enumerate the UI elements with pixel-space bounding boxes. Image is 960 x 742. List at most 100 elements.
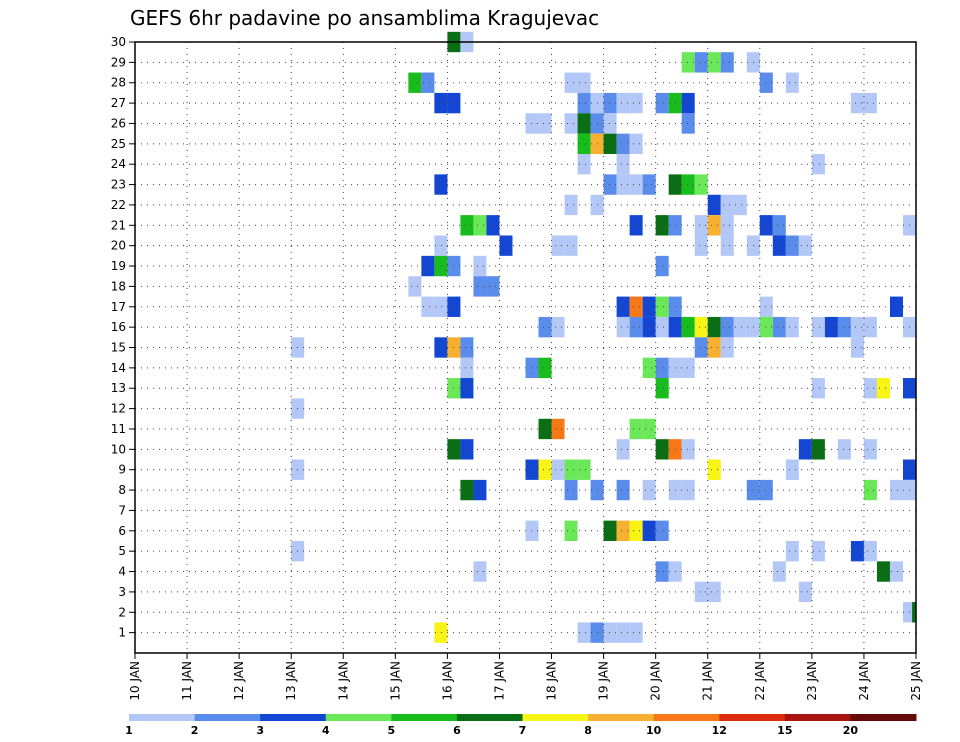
heatmap-cell <box>616 622 630 643</box>
heatmap-cell <box>629 520 643 541</box>
heatmap-cell <box>694 52 708 73</box>
colorbar-swatch <box>456 714 523 721</box>
heatmap-cell <box>837 316 851 338</box>
heatmap-cell <box>434 622 448 643</box>
heatmap-cell <box>655 215 669 236</box>
x-tick-label: 13 JAN <box>284 661 298 701</box>
heatmap-cell <box>850 316 864 338</box>
heatmap-cell <box>564 113 578 134</box>
colorbar-swatch <box>129 714 196 721</box>
x-tick-label: 21 JAN <box>701 661 715 701</box>
y-tick-label: 8 <box>118 483 126 497</box>
y-tick-label: 9 <box>118 463 126 477</box>
heatmap-cell <box>473 276 487 297</box>
heatmap-cell <box>460 479 474 501</box>
heatmap-cell <box>538 316 552 338</box>
colorbar-label: 7 <box>519 724 527 737</box>
heatmap-cell <box>912 602 916 623</box>
heatmap-cell <box>616 174 630 195</box>
heatmap-cell <box>798 235 812 256</box>
heatmap-cell <box>785 235 799 256</box>
heatmap-cell <box>499 235 513 256</box>
heatmap-cell <box>707 215 721 236</box>
heatmap-cell <box>681 316 695 338</box>
colorbar-label: 6 <box>453 724 461 737</box>
colorbar-label: 2 <box>191 724 199 737</box>
heatmap-cell <box>525 113 539 134</box>
heatmap-cell <box>798 581 812 603</box>
heatmap-cell <box>655 439 669 460</box>
y-tick-label: 24 <box>111 157 126 171</box>
heatmap-cell <box>434 174 448 195</box>
y-tick-label: 27 <box>111 96 126 110</box>
heatmap-cell <box>681 52 695 73</box>
heatmap-cell <box>564 235 578 256</box>
heatmap-cell <box>759 215 773 236</box>
heatmap-cell <box>408 276 422 297</box>
heatmap-cell <box>460 337 474 358</box>
y-tick-label: 22 <box>111 198 126 212</box>
heatmap-cell <box>863 439 877 460</box>
heatmap-cell <box>642 418 656 440</box>
y-tick-label: 30 <box>111 35 126 49</box>
heatmap-cell <box>421 72 435 93</box>
heatmap-cell <box>889 296 903 317</box>
heatmap-cell <box>616 92 630 114</box>
heatmap-cell <box>733 194 747 216</box>
heatmap-cell <box>655 357 669 379</box>
heatmap-cell <box>655 316 669 338</box>
heatmap-cell <box>525 520 539 541</box>
heatmap-cell <box>863 378 877 399</box>
heatmap-cell <box>759 296 773 317</box>
heatmap-cell <box>603 520 617 541</box>
heatmap-cell <box>863 92 877 114</box>
heatmap-cell <box>538 459 552 480</box>
heatmap-cell <box>525 357 539 379</box>
heatmap-cell <box>720 194 734 216</box>
heatmap-cell <box>421 296 435 317</box>
y-tick-label: 14 <box>111 361 126 375</box>
heatmap-cell <box>759 479 773 501</box>
heatmap-cell <box>655 296 669 317</box>
heatmap-cell <box>616 133 630 155</box>
colorbar-label: 20 <box>843 724 859 737</box>
plot-frame <box>134 41 917 654</box>
heatmap-cell <box>772 316 786 338</box>
x-tick-label: 19 JAN <box>597 661 611 701</box>
heatmap-cell <box>460 215 474 236</box>
heatmap-cell <box>577 72 591 93</box>
heatmap-cell <box>850 92 864 114</box>
heatmap-cell <box>577 133 591 155</box>
colorbar-label: 3 <box>256 724 264 737</box>
heatmap-cell <box>811 439 825 460</box>
colorbar-swatch <box>850 714 917 721</box>
heatmap-cell <box>655 255 669 277</box>
colorbar-swatch <box>653 714 720 721</box>
heatmap-cell <box>694 215 708 236</box>
y-tick-label: 18 <box>111 279 126 293</box>
heatmap-cell <box>759 316 773 338</box>
heatmap-cell <box>655 378 669 399</box>
heatmap-cell <box>720 52 734 73</box>
colorbar-label: 5 <box>388 724 396 737</box>
heatmap-cell <box>434 296 448 317</box>
heatmap-cell <box>629 296 643 317</box>
x-tick-label: 17 JAN <box>492 661 506 701</box>
heatmap-cell <box>564 194 578 216</box>
heatmap-cell <box>720 337 734 358</box>
heatmap-cells <box>291 31 916 643</box>
x-tick-label: 22 JAN <box>753 661 767 701</box>
y-tick-label: 7 <box>118 503 126 517</box>
heatmap-cell <box>759 72 773 93</box>
heatmap-cell <box>486 215 500 236</box>
colorbar-legend: 1 2 3 4 5 6 7 8 10 12 15 20 <box>125 714 917 737</box>
heatmap-cell <box>421 255 435 277</box>
heatmap-cell <box>681 174 695 195</box>
colorbar-swatch <box>325 714 392 721</box>
heatmap-cell <box>889 561 903 582</box>
heatmap-cell <box>408 72 422 93</box>
heatmap-cell <box>603 113 617 134</box>
heatmap-cell <box>629 215 643 236</box>
x-tick-label: 16 JAN <box>440 661 454 701</box>
heatmap-cell <box>681 479 695 501</box>
